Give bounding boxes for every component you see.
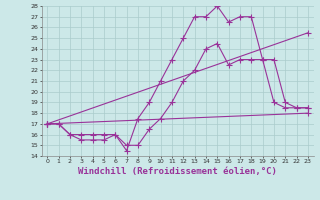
X-axis label: Windchill (Refroidissement éolien,°C): Windchill (Refroidissement éolien,°C) — [78, 167, 277, 176]
